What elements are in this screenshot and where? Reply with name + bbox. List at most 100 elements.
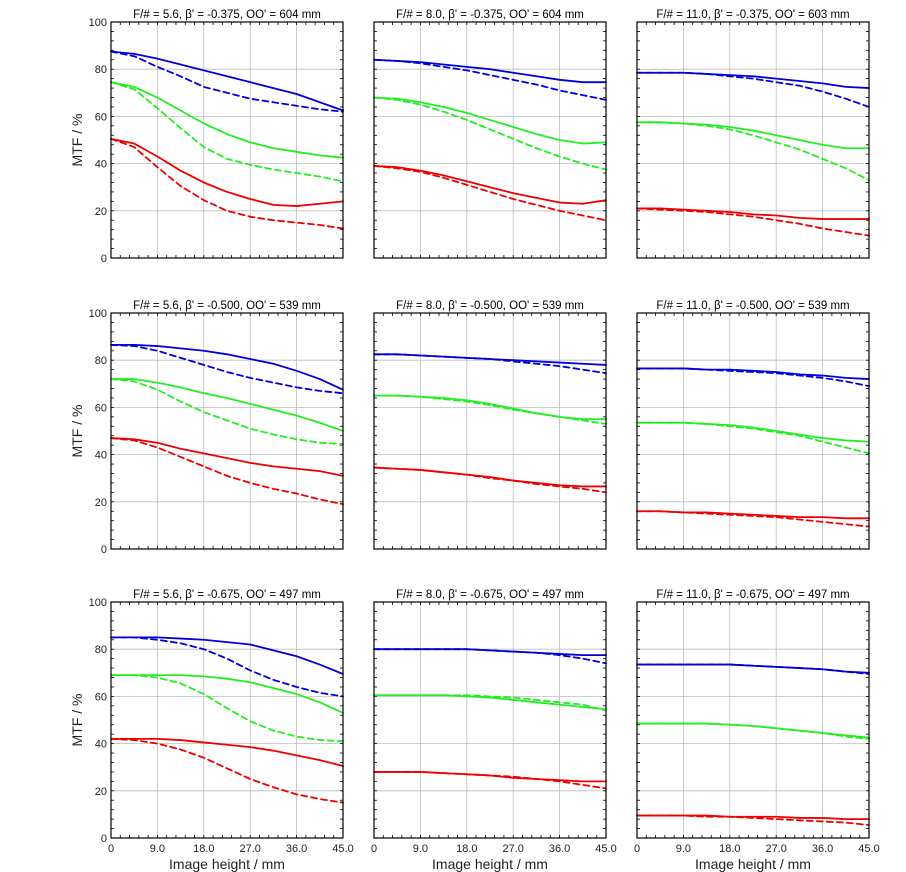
series-blue-dashed bbox=[373, 648, 607, 665]
series-red-dashed bbox=[110, 737, 344, 804]
series-red-dashed bbox=[110, 137, 344, 230]
x-tick-label: 9.0 bbox=[676, 843, 691, 855]
x-tick-label: 36.0 bbox=[812, 843, 833, 855]
x-tick-label: 27.0 bbox=[502, 843, 523, 855]
y-tick-label: 100 bbox=[89, 308, 107, 320]
series-blue-dashed bbox=[373, 58, 607, 101]
mtf-panel-3: F/# = 11.0, β' = -0.375, OO' = 603 mm bbox=[636, 9, 870, 259]
mtf-panel-8: F/# = 8.0, β' = -0.675, OO' = 497 mm 0 9.0… bbox=[371, 589, 617, 872]
series-blue-solid bbox=[373, 58, 607, 84]
mtf-panel-1: F/# = 5.6, β' = -0.375, OO' = 604 mm 0 20 4… bbox=[69, 9, 344, 265]
x-tick-label: 9.0 bbox=[150, 843, 165, 855]
series-blue-dashed bbox=[110, 343, 344, 395]
series-blue-dashed bbox=[373, 353, 607, 375]
y-tick-label: 80 bbox=[95, 64, 107, 76]
y-tick-label: 20 bbox=[95, 497, 107, 509]
panel-title: F/# = 8.0, β' = -0.375, OO' = 604 mm bbox=[396, 9, 584, 21]
series-red-dashed bbox=[636, 510, 870, 528]
x-tick-label: 36.0 bbox=[286, 843, 307, 855]
series-red-dashed bbox=[373, 165, 607, 222]
y-tick-label: 100 bbox=[89, 17, 107, 29]
series-green-dashed bbox=[110, 378, 344, 445]
series-red-dashed bbox=[373, 771, 607, 790]
panel-frame bbox=[110, 21, 344, 259]
x-tick-label: 18.0 bbox=[719, 843, 740, 855]
y-tick-label: 0 bbox=[101, 253, 107, 265]
series-red-dashed bbox=[373, 466, 607, 494]
series-red-solid bbox=[373, 466, 607, 488]
y-tick-label: 20 bbox=[95, 206, 107, 218]
panel-frame bbox=[636, 601, 870, 839]
series-green-dashed bbox=[373, 394, 607, 425]
series-red-solid bbox=[373, 771, 607, 783]
series-blue-dashed bbox=[110, 636, 344, 698]
panel-frame bbox=[110, 601, 344, 839]
y-tick-label: 80 bbox=[95, 644, 107, 656]
panel-frame bbox=[110, 312, 344, 550]
x-tick-label: 18.0 bbox=[456, 843, 477, 855]
y-tick-label: 100 bbox=[89, 597, 107, 609]
panel-frame bbox=[373, 312, 607, 550]
panel-title: F/# = 11.0, β' = -0.375, OO' = 603 mm bbox=[656, 9, 849, 21]
series-green-solid bbox=[373, 96, 607, 145]
panel-title: F/# = 11.0, β' = -0.675, OO' = 497 mm bbox=[656, 589, 849, 601]
y-tick-label: 80 bbox=[95, 355, 107, 367]
series-red-solid bbox=[636, 510, 870, 520]
panel-title: F/# = 8.0, β' = -0.675, OO' = 497 mm bbox=[396, 589, 584, 601]
x-tick-label: 45.0 bbox=[595, 843, 616, 855]
panel-title: F/# = 11.0, β' = -0.500, OO' = 539 mm bbox=[656, 300, 849, 312]
series-blue-solid bbox=[636, 367, 870, 380]
x-tick-label: 27.0 bbox=[765, 843, 786, 855]
y-axis-label: MTF / % bbox=[69, 694, 85, 747]
series-green-solid bbox=[636, 121, 870, 150]
series-red-solid bbox=[110, 737, 344, 767]
y-tick-label: 0 bbox=[101, 544, 107, 556]
series-blue-dashed bbox=[636, 663, 870, 675]
series-red-solid bbox=[636, 814, 870, 821]
panel-frame bbox=[373, 601, 607, 839]
x-tick-label: 0 bbox=[371, 843, 377, 855]
series-green-solid bbox=[373, 694, 607, 711]
y-axis-label: MTF / % bbox=[69, 405, 85, 458]
panel-frame bbox=[373, 21, 607, 259]
series-green-dashed bbox=[636, 421, 870, 455]
series-red-dashed bbox=[636, 207, 870, 237]
series-green-solid bbox=[110, 674, 344, 714]
mtf-panel-2: F/# = 8.0, β' = -0.375, OO' = 604 mm bbox=[373, 9, 607, 259]
mtf-panel-5: F/# = 8.0, β' = -0.500, OO' = 539 mm bbox=[373, 300, 607, 550]
panel-title: F/# = 5.6, β' = -0.675, OO' = 497 mm bbox=[133, 589, 321, 601]
series-blue-solid bbox=[110, 50, 344, 112]
mtf-panel-9: F/# = 11.0, β' = -0.675, OO' = 497 mm 0 9.… bbox=[634, 589, 880, 872]
series-blue-dashed bbox=[110, 50, 344, 113]
x-axis-label: Image height / mm bbox=[432, 856, 548, 872]
series-green-dashed bbox=[110, 674, 344, 743]
series-blue-solid bbox=[636, 71, 870, 89]
series-green-dashed bbox=[373, 694, 607, 712]
series-green-solid bbox=[110, 378, 344, 432]
panel-title: F/# = 5.6, β' = -0.500, OO' = 539 mm bbox=[133, 300, 321, 312]
series-red-solid bbox=[373, 165, 607, 205]
y-tick-label: 40 bbox=[95, 739, 107, 751]
x-tick-label: 27.0 bbox=[239, 843, 260, 855]
y-tick-label: 20 bbox=[95, 786, 107, 798]
x-axis-label: Image height / mm bbox=[169, 856, 285, 872]
series-red-solid bbox=[636, 207, 870, 220]
panel-title: F/# = 5.6, β' = -0.375, OO' = 604 mm bbox=[133, 9, 321, 21]
y-tick-label: 0 bbox=[101, 833, 107, 845]
mtf-panel-6: F/# = 11.0, β' = -0.500, OO' = 539 mm bbox=[636, 300, 870, 550]
y-tick-label: 60 bbox=[95, 402, 107, 414]
mtf-panel-4: F/# = 5.6, β' = -0.500, OO' = 539 mm 0 20 4… bbox=[69, 300, 344, 556]
panel-frame bbox=[636, 21, 870, 259]
x-tick-label: 36.0 bbox=[549, 843, 570, 855]
y-tick-label: 40 bbox=[95, 159, 107, 171]
x-tick-label: 0 bbox=[108, 843, 114, 855]
x-tick-label: 18.0 bbox=[193, 843, 214, 855]
panel-frame bbox=[636, 312, 870, 550]
series-blue-solid bbox=[110, 636, 344, 675]
x-tick-label: 0 bbox=[634, 843, 640, 855]
mtf-panel-7: F/# = 5.6, β' = -0.675, OO' = 497 mm 0 20 4… bbox=[69, 589, 354, 872]
y-axis-label: MTF / % bbox=[69, 114, 85, 167]
series-blue-dashed bbox=[636, 367, 870, 388]
